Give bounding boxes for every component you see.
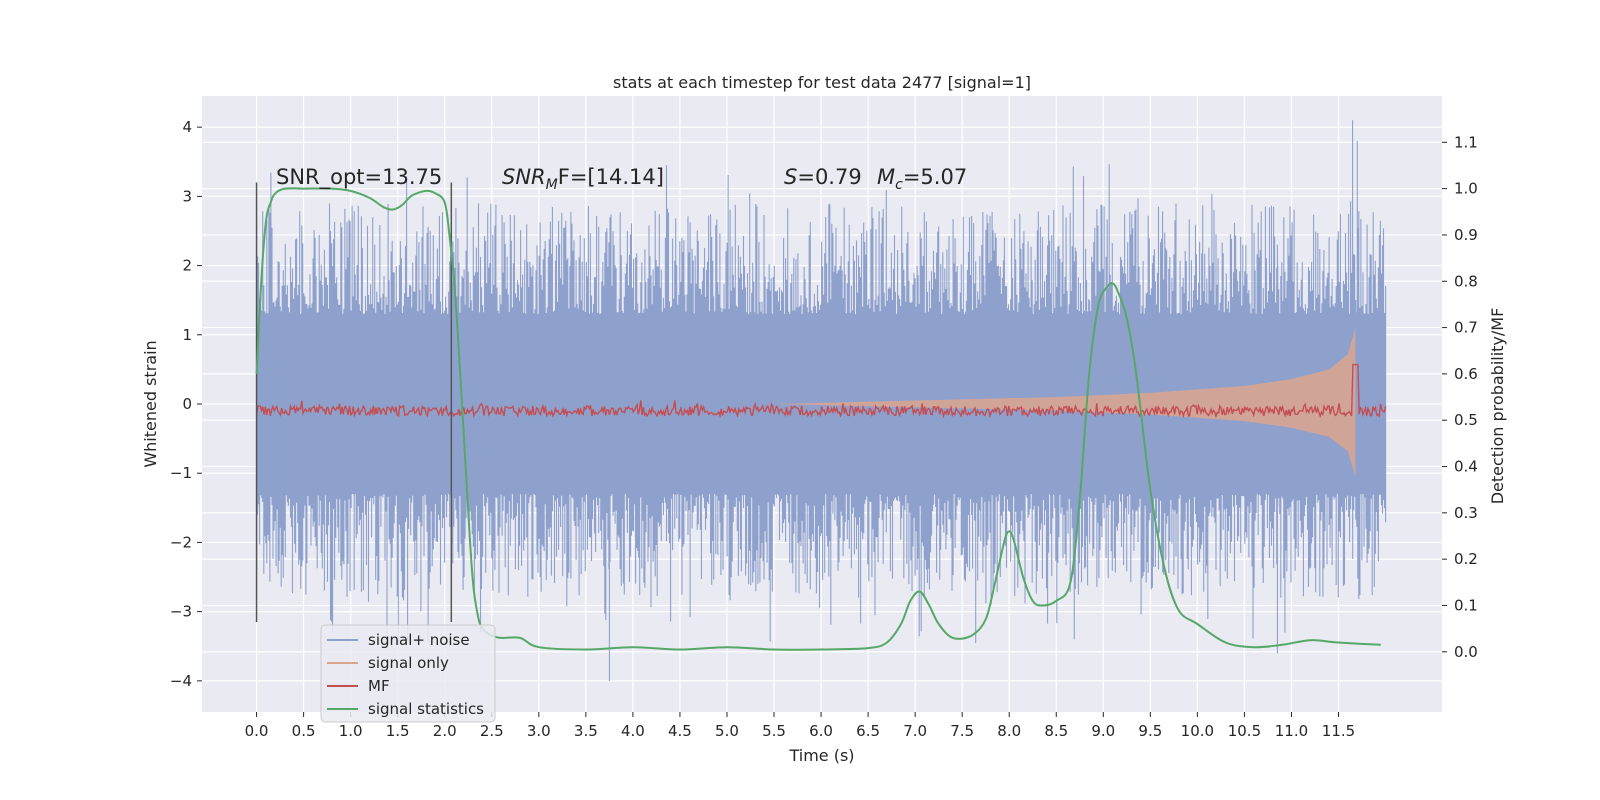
y-tick-label: −4 (170, 672, 192, 690)
y-tick-label: −3 (170, 603, 192, 621)
signal-only-series (774, 327, 1356, 477)
x-tick-label: 5.0 (715, 722, 739, 740)
x-tick-label: 2.5 (480, 722, 504, 740)
annotation-snr-mf: SNRMF=[14.14] (502, 165, 664, 193)
legend-label-signal-only: signal only (368, 654, 449, 672)
y-ticks: 4 3 2 1 0 −1 −2 −3 −4 (170, 118, 202, 690)
y2-tick-label: 1.0 (1454, 180, 1478, 198)
y2-ticks: 1.1 1.0 0.9 0.8 0.7 0.6 0.5 0.4 0.3 0.2 0.1 0.0 (1442, 133, 1478, 661)
annotation-snr-opt: SNR_opt=13.75 (276, 165, 442, 190)
x-tick-label: 5.5 (762, 722, 786, 740)
x-tick-label: 10.0 (1181, 722, 1214, 740)
x-tick-label: 3.0 (527, 722, 551, 740)
y2-tick-label: 0.2 (1454, 550, 1478, 568)
annotation-s: S=0.79 (784, 165, 862, 189)
x-tick-label: 0.0 (245, 722, 269, 740)
legend-label-signal-statistics: signal statistics (368, 700, 484, 718)
x-tick-label: 6.5 (856, 722, 880, 740)
y2-tick-label: 0.4 (1454, 458, 1478, 476)
x-tick-label: 4.5 (668, 722, 692, 740)
y-tick-label: 1 (182, 326, 192, 344)
signal-statistics-series (255, 187, 1381, 651)
chart-title: stats at each timestep for test data 247… (613, 73, 1031, 92)
y-tick-label: 0 (182, 395, 192, 413)
x-ticks: 0.0 0.5 1.0 1.5 2.0 2.5 3.0 3.5 4.0 4.5 5.0 5.5 6.0 6… (245, 712, 1355, 740)
x-tick-label: 7.0 (903, 722, 927, 740)
x-tick-label: 10.5 (1228, 722, 1261, 740)
mf-line (255, 363, 1387, 419)
y2-tick-label: 0.9 (1454, 226, 1478, 244)
x-tick-label: 9.5 (1138, 722, 1162, 740)
y-tick-label: −2 (170, 533, 192, 551)
y-tick-label: 2 (182, 257, 192, 275)
legend-box (320, 624, 496, 723)
y2-tick-label: 0.1 (1454, 596, 1478, 614)
x-tick-label: 9.0 (1091, 722, 1115, 740)
x-tick-label: 2.0 (433, 722, 457, 740)
legend-label-signal-noise: signal+ noise (368, 631, 470, 649)
x-tick-label: 8.0 (997, 722, 1021, 740)
y-tick-label: 4 (182, 118, 192, 136)
y2-tick-label: 0.0 (1454, 643, 1478, 661)
y2-tick-label: 0.8 (1454, 272, 1478, 290)
y2-tick-label: 0.5 (1454, 411, 1478, 429)
x-tick-label: 6.0 (809, 722, 833, 740)
x-tick-label: 11.5 (1322, 722, 1355, 740)
x-axis-label: Time (s) (788, 746, 854, 765)
y-tick-label: −1 (170, 464, 192, 482)
legend: signal+ noise signal only MF signal stat… (320, 624, 496, 723)
x-tick-label: 1.5 (386, 722, 410, 740)
signal-envelope (774, 327, 1356, 477)
y-tick-label: 3 (182, 187, 192, 205)
mf-series (255, 363, 1387, 419)
x-tick-label: 8.5 (1044, 722, 1068, 740)
legend-label-mf: MF (368, 677, 390, 695)
x-tick-label: 11.0 (1275, 722, 1308, 740)
x-tick-label: 3.5 (574, 722, 598, 740)
x-tick-label: 7.5 (950, 722, 974, 740)
y2-tick-label: 0.3 (1454, 504, 1478, 522)
x-tick-label: 1.0 (339, 722, 363, 740)
annotation-mc: Mc=5.07 (877, 165, 967, 193)
y2-tick-label: 0.7 (1454, 319, 1478, 337)
y2-axis-label: Detection probability/MF (1488, 308, 1507, 505)
y2-tick-label: 0.6 (1454, 365, 1478, 383)
x-tick-label: 4.0 (621, 722, 645, 740)
signal-statistics-line (255, 187, 1381, 651)
x-tick-label: 0.5 (292, 722, 316, 740)
y2-tick-label: 1.1 (1454, 133, 1478, 151)
y-axis-label: Whitened strain (141, 340, 160, 467)
